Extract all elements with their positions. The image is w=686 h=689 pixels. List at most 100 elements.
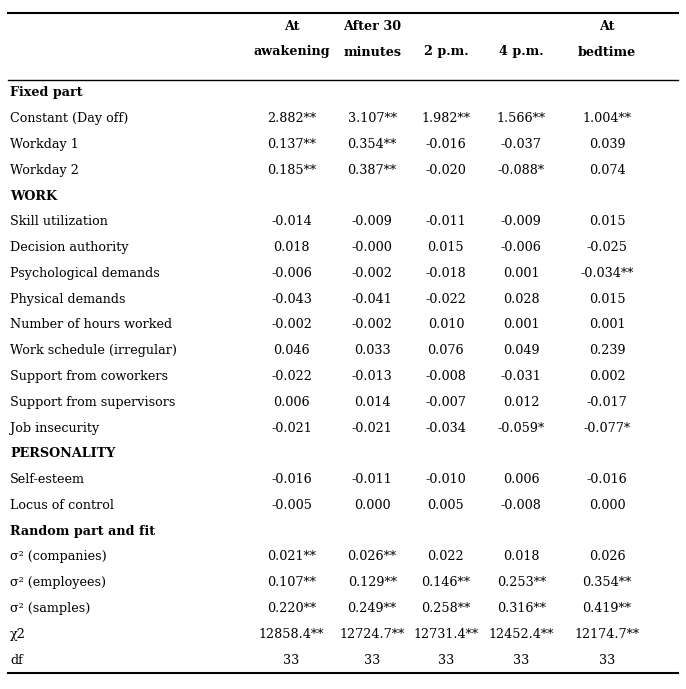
Text: WORK: WORK xyxy=(10,189,58,203)
Text: -0.016: -0.016 xyxy=(587,473,628,486)
Text: -0.008: -0.008 xyxy=(501,499,542,512)
Text: 0.012: 0.012 xyxy=(503,395,540,409)
Text: Workday 1: Workday 1 xyxy=(10,138,79,151)
Text: 33: 33 xyxy=(438,654,454,667)
Text: 0.387**: 0.387** xyxy=(348,164,397,177)
Text: 0.018: 0.018 xyxy=(503,551,540,564)
Text: 0.419**: 0.419** xyxy=(582,602,632,615)
Text: 0.026**: 0.026** xyxy=(348,551,397,564)
Text: 0.000: 0.000 xyxy=(589,499,626,512)
Text: -0.007: -0.007 xyxy=(425,395,466,409)
Text: 2.882**: 2.882** xyxy=(267,112,316,125)
Text: -0.016: -0.016 xyxy=(425,138,466,151)
Text: -0.011: -0.011 xyxy=(425,215,466,228)
Text: 0.033: 0.033 xyxy=(354,344,390,357)
Text: -0.077*: -0.077* xyxy=(584,422,630,435)
Text: 0.002: 0.002 xyxy=(589,370,626,383)
Text: 0.010: 0.010 xyxy=(427,318,464,331)
Text: 1.004**: 1.004** xyxy=(582,112,632,125)
Text: Decision authority: Decision authority xyxy=(10,241,129,254)
Text: 0.001: 0.001 xyxy=(503,267,540,280)
Text: 0.239: 0.239 xyxy=(589,344,626,357)
Text: df: df xyxy=(10,654,23,667)
Text: 0.253**: 0.253** xyxy=(497,576,546,589)
Text: -0.010: -0.010 xyxy=(425,473,466,486)
Text: σ² (employees): σ² (employees) xyxy=(10,576,106,589)
Text: 33: 33 xyxy=(599,654,615,667)
Text: Job insecurity: Job insecurity xyxy=(10,422,99,435)
Text: Random part and fit: Random part and fit xyxy=(10,525,156,537)
Text: σ² (samples): σ² (samples) xyxy=(10,602,91,615)
Text: σ² (companies): σ² (companies) xyxy=(10,551,107,564)
Text: 12174.7**: 12174.7** xyxy=(575,628,639,641)
Text: 1.566**: 1.566** xyxy=(497,112,546,125)
Text: 0.354**: 0.354** xyxy=(348,138,397,151)
Text: 0.006: 0.006 xyxy=(273,395,310,409)
Text: -0.018: -0.018 xyxy=(425,267,466,280)
Text: 0.006: 0.006 xyxy=(503,473,540,486)
Text: 12724.7**: 12724.7** xyxy=(340,628,405,641)
Text: 0.039: 0.039 xyxy=(589,138,626,151)
Text: Skill utilization: Skill utilization xyxy=(10,215,108,228)
Text: At: At xyxy=(284,19,299,32)
Text: 0.220**: 0.220** xyxy=(267,602,316,615)
Text: 0.185**: 0.185** xyxy=(267,164,316,177)
Text: -0.034: -0.034 xyxy=(425,422,466,435)
Text: 0.258**: 0.258** xyxy=(421,602,471,615)
Text: 33: 33 xyxy=(364,654,380,667)
Text: 0.015: 0.015 xyxy=(589,215,626,228)
Text: -0.002: -0.002 xyxy=(271,318,312,331)
Text: -0.016: -0.016 xyxy=(271,473,312,486)
Text: Self-esteem: Self-esteem xyxy=(10,473,85,486)
Text: 0.000: 0.000 xyxy=(354,499,390,512)
Text: 33: 33 xyxy=(283,654,300,667)
Text: -0.006: -0.006 xyxy=(501,241,542,254)
Text: -0.034**: -0.034** xyxy=(580,267,634,280)
Text: awakening: awakening xyxy=(253,45,330,59)
Text: -0.017: -0.017 xyxy=(587,395,628,409)
Text: Support from supervisors: Support from supervisors xyxy=(10,395,176,409)
Text: 0.129**: 0.129** xyxy=(348,576,397,589)
Text: 12731.4**: 12731.4** xyxy=(414,628,478,641)
Text: -0.020: -0.020 xyxy=(425,164,466,177)
Text: Physical demands: Physical demands xyxy=(10,293,126,306)
Text: -0.002: -0.002 xyxy=(352,318,392,331)
Text: -0.022: -0.022 xyxy=(425,293,466,306)
Text: minutes: minutes xyxy=(343,45,401,59)
Text: -0.059*: -0.059* xyxy=(498,422,545,435)
Text: Psychological demands: Psychological demands xyxy=(10,267,160,280)
Text: Number of hours worked: Number of hours worked xyxy=(10,318,172,331)
Text: 0.021**: 0.021** xyxy=(267,551,316,564)
Text: 0.018: 0.018 xyxy=(273,241,310,254)
Text: 3.107**: 3.107** xyxy=(348,112,397,125)
Text: -0.041: -0.041 xyxy=(352,293,392,306)
Text: -0.011: -0.011 xyxy=(352,473,392,486)
Text: -0.000: -0.000 xyxy=(352,241,392,254)
Text: Workday 2: Workday 2 xyxy=(10,164,79,177)
Text: 0.005: 0.005 xyxy=(427,499,464,512)
Text: bedtime: bedtime xyxy=(578,45,636,59)
Text: -0.088*: -0.088* xyxy=(498,164,545,177)
Text: 4 p.m.: 4 p.m. xyxy=(499,45,544,59)
Text: Work schedule (irregular): Work schedule (irregular) xyxy=(10,344,177,357)
Text: -0.002: -0.002 xyxy=(352,267,392,280)
Text: After 30: After 30 xyxy=(343,19,401,32)
Text: 2 p.m.: 2 p.m. xyxy=(423,45,469,59)
Text: 0.049: 0.049 xyxy=(503,344,540,357)
Text: -0.037: -0.037 xyxy=(501,138,542,151)
Text: 0.137**: 0.137** xyxy=(267,138,316,151)
Text: -0.031: -0.031 xyxy=(501,370,542,383)
Text: 0.022: 0.022 xyxy=(427,551,464,564)
Text: 12858.4**: 12858.4** xyxy=(259,628,324,641)
Text: 0.001: 0.001 xyxy=(503,318,540,331)
Text: 0.074: 0.074 xyxy=(589,164,626,177)
Text: 0.354**: 0.354** xyxy=(582,576,632,589)
Text: 0.107**: 0.107** xyxy=(267,576,316,589)
Text: 0.249**: 0.249** xyxy=(348,602,397,615)
Text: -0.009: -0.009 xyxy=(501,215,542,228)
Text: 0.015: 0.015 xyxy=(427,241,464,254)
Text: -0.006: -0.006 xyxy=(271,267,312,280)
Text: 0.026: 0.026 xyxy=(589,551,626,564)
Text: -0.008: -0.008 xyxy=(425,370,466,383)
Text: 0.076: 0.076 xyxy=(427,344,464,357)
